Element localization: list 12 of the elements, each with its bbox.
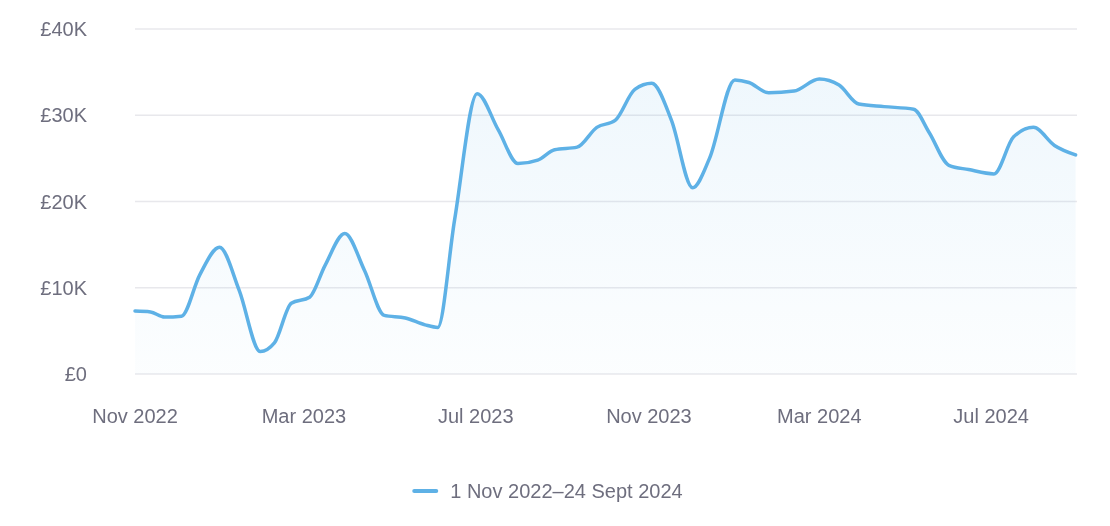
y-tick-label: £40K bbox=[40, 18, 88, 40]
y-tick-label: £30K bbox=[40, 104, 88, 127]
x-tick-label: Jul 2023 bbox=[437, 405, 514, 427]
x-tick-label: Jul 2024 bbox=[953, 405, 1029, 427]
y-tick-label: £20K bbox=[40, 190, 88, 213]
legend-label: 1 Nov 2022–24 Sept 2024 bbox=[450, 480, 683, 502]
x-tick-label: Nov 2022 bbox=[92, 405, 178, 427]
y-tick-label: £0 bbox=[64, 363, 87, 385]
x-tick-label: Nov 2023 bbox=[606, 405, 692, 427]
x-tick-label: Mar 2023 bbox=[261, 405, 347, 427]
y-tick-label: £10K bbox=[40, 276, 88, 299]
x-tick-label: Mar 2024 bbox=[777, 405, 862, 427]
